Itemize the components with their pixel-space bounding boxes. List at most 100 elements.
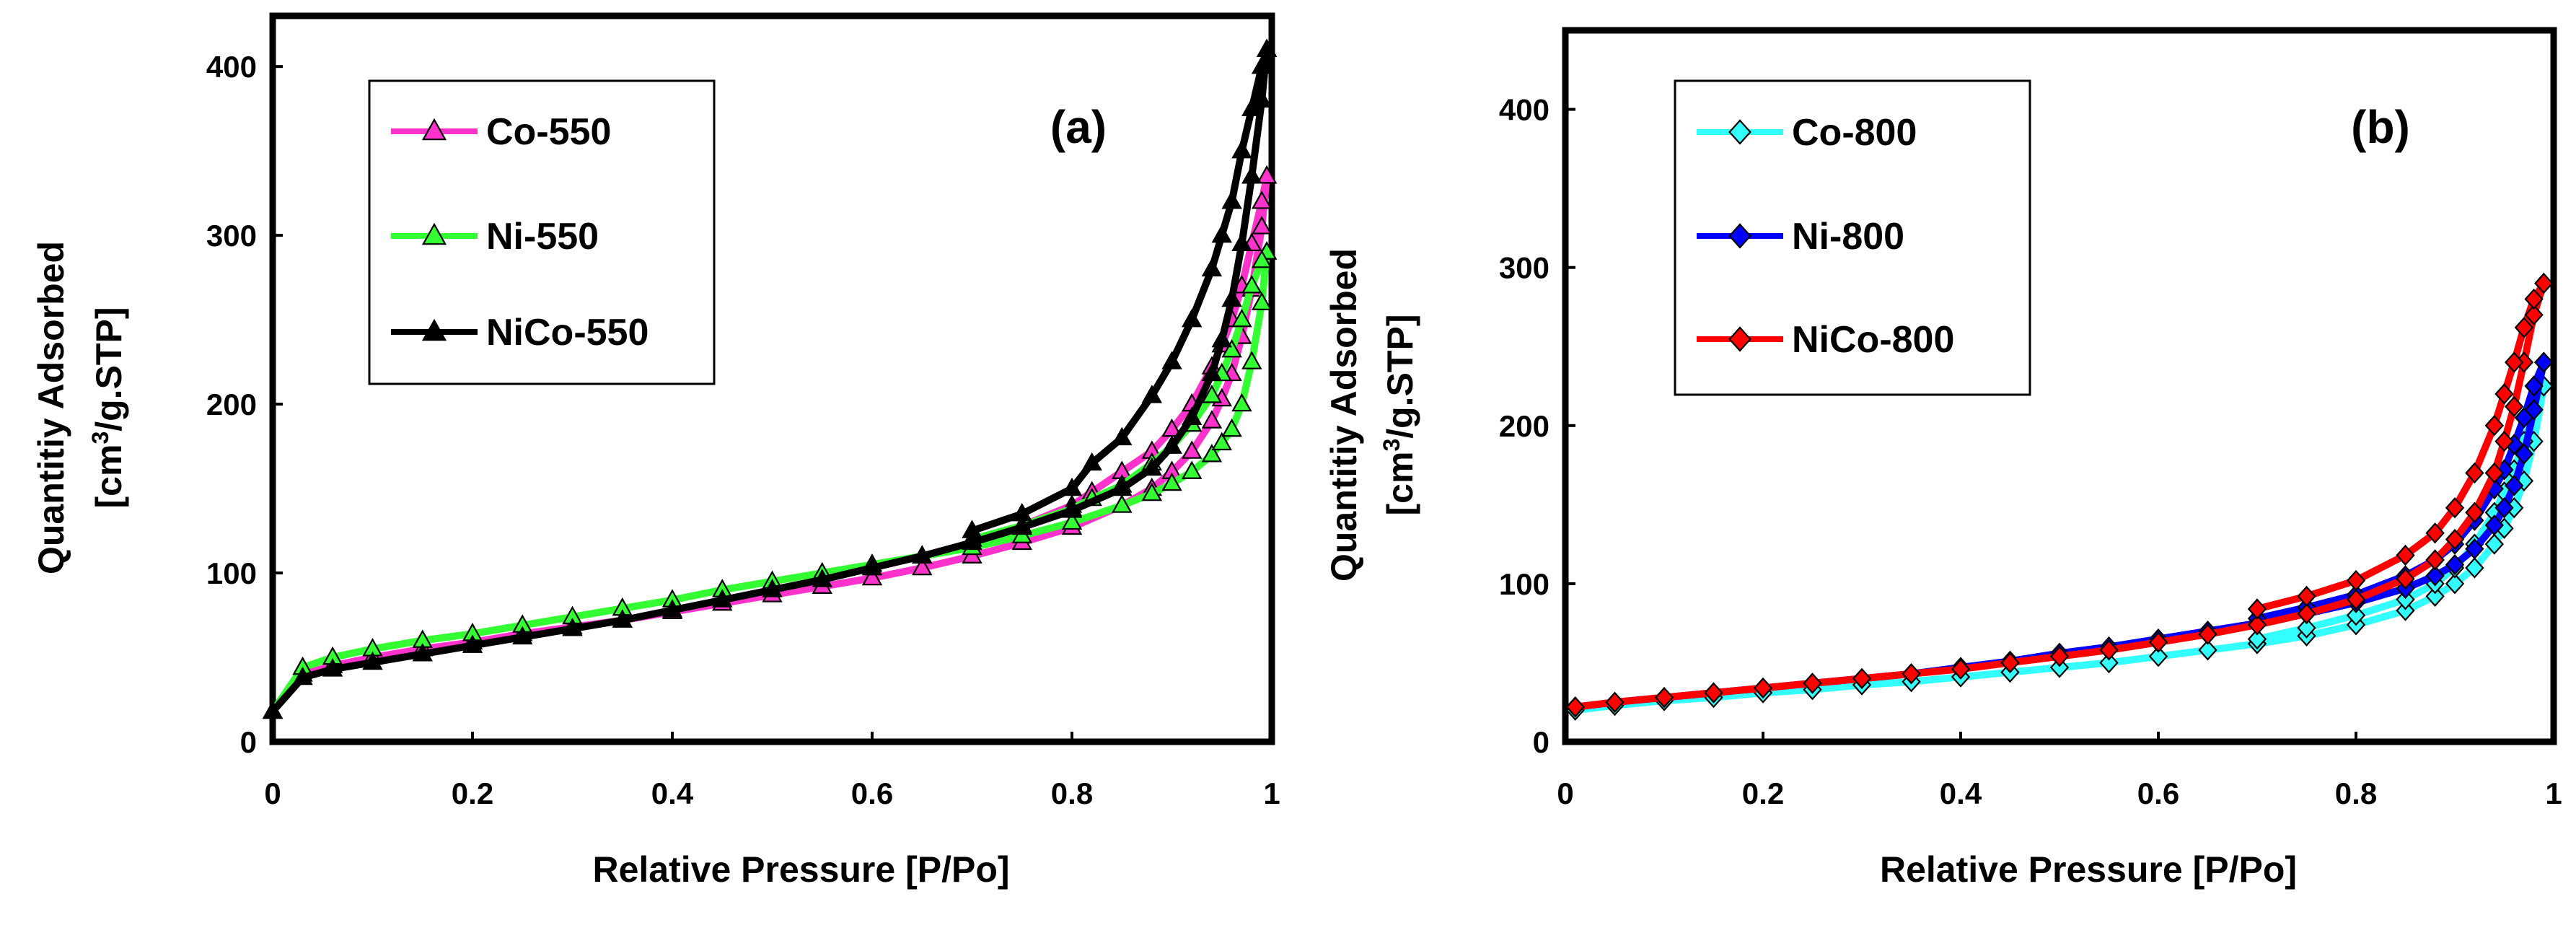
adsorption-point: [412, 643, 433, 662]
y-tick-label: 0: [1533, 725, 1549, 759]
adsorption-point: [2148, 646, 2168, 667]
desorption-point: [1011, 502, 1032, 522]
legend-label: NiCo-550: [486, 312, 649, 354]
x-tick-label: 0.8: [1051, 776, 1093, 810]
y-axis-title-line1: Quantitiy Adsorbed: [31, 241, 71, 574]
adsorption-point: [712, 589, 733, 608]
legend-swatch-marker: [1728, 223, 1751, 249]
adsorption-point: [861, 566, 883, 586]
desorption-point: [1251, 249, 1272, 268]
adsorption-point: [2524, 304, 2544, 326]
desorption-point: [962, 520, 983, 538]
desorption-point: [1241, 275, 1262, 294]
adsorption-point: [2099, 639, 2119, 661]
desorption-point: [1256, 38, 1278, 57]
series-nico-550: [262, 38, 1278, 719]
adsorption-point: [1181, 460, 1203, 479]
x-tick-label: 1: [1263, 776, 1280, 810]
adsorption-point: [2505, 395, 2524, 418]
legend-label: NiCo-800: [1792, 319, 1954, 361]
desorption-point: [2247, 598, 2267, 620]
adsorption-point: [1181, 440, 1203, 459]
adsorption-point: [1161, 435, 1182, 454]
adsorption-point: [2049, 657, 2070, 678]
adsorption-point: [1605, 691, 1625, 713]
x-tick-label: 0.4: [1940, 776, 1982, 810]
desorption-point: [2445, 497, 2465, 519]
adsorption-point: [2465, 538, 2484, 560]
legend-label: Ni-800: [1792, 216, 1904, 258]
y-axis-title-unit-pre: [cm: [1380, 452, 1420, 516]
x-tick-label: 0.2: [452, 776, 493, 810]
adsorption-point: [1654, 687, 1674, 709]
desorption-point: [2484, 415, 2504, 437]
adsorption-point: [1201, 410, 1223, 429]
adsorption-point: [612, 609, 633, 628]
adsorption-point: [1951, 658, 1971, 680]
adsorption-point: [2445, 528, 2465, 551]
desorption-point: [2297, 617, 2316, 639]
adsorption-point: [1704, 682, 1723, 704]
adsorption-point: [1112, 477, 1133, 496]
adsorption-point: [2494, 497, 2514, 519]
adsorption-point: [762, 579, 783, 597]
adsorption-point: [962, 531, 983, 551]
adsorption-point: [661, 599, 683, 618]
desorption-point: [1061, 477, 1083, 496]
adsorption-point: [1211, 328, 1232, 348]
desorption-point: [1231, 308, 1252, 328]
y-axis-title-line2: [cm3/g.STP]: [1379, 315, 1420, 516]
legend: Co-800 Ni-800 NiCo-800: [1674, 79, 2031, 396]
adsorption-point: [1251, 89, 1272, 108]
x-tick-label: 1: [2545, 776, 2562, 810]
y-axis-title-line2: [cm3/g.STP]: [87, 307, 129, 509]
panel-label: (b): [2351, 101, 2410, 153]
legend-swatch-marker: [1728, 119, 1751, 145]
adsorption-point: [1201, 362, 1223, 382]
chart-panel-b: 0 100 200 300 400 0 0.2 0.4 0.6 0.8 1 Relative Pres…: [1324, 27, 2562, 890]
adsorption-point: [1141, 482, 1163, 501]
adsorption-point: [362, 651, 383, 670]
adsorption-point: [512, 626, 533, 645]
desorption-point: [1201, 385, 1223, 403]
desorption-point: [1221, 338, 1242, 358]
desorption-point: [1112, 426, 1133, 446]
adsorption-point: [322, 658, 343, 677]
adsorption-point: [2425, 565, 2445, 587]
adsorption-point: [2465, 501, 2484, 523]
adsorption-point: [2099, 652, 2119, 674]
y-tick-label: 0: [240, 725, 257, 759]
adsorption-point: [1803, 673, 1822, 694]
y-axis-title-unit-post: /g.STP]: [1380, 315, 1420, 439]
desorption-point: [1181, 308, 1203, 328]
adsorption-point: [2465, 557, 2484, 579]
adsorption-point: [812, 569, 832, 587]
x-tick-label: 0.2: [1742, 776, 1784, 810]
adsorption-point: [262, 700, 283, 719]
x-tick-label: 0: [264, 776, 281, 810]
desorption-point: [1221, 190, 1242, 209]
series-nico-800: [1565, 272, 2554, 718]
y-axis-title-unit-post: /g.STP]: [89, 307, 129, 432]
adsorption-point: [1201, 444, 1223, 463]
y-tick-label: 100: [206, 556, 257, 590]
legend-swatch-marker: [1728, 326, 1751, 352]
desorption-point: [2297, 585, 2316, 608]
desorption-point: [2494, 383, 2514, 405]
adsorption-point: [462, 634, 483, 653]
adsorption-point: [1011, 516, 1032, 535]
adsorption-point: [2148, 631, 2168, 653]
adsorption-point: [1061, 499, 1083, 518]
adsorption-point: [2297, 603, 2316, 625]
legend-label: Co-550: [486, 111, 611, 153]
adsorption-point: [2445, 573, 2465, 595]
adsorption-point: [2000, 652, 2020, 674]
desorption-point: [2465, 462, 2484, 484]
legend-swatch-marker: [421, 118, 447, 141]
x-tick-label: 0.4: [651, 776, 694, 810]
adsorption-point: [2484, 462, 2504, 484]
desorption-point: [1256, 165, 1278, 184]
desorption-point: [2534, 272, 2554, 294]
x-axis-title: Relative Pressure [P/Po]: [1880, 849, 2297, 890]
